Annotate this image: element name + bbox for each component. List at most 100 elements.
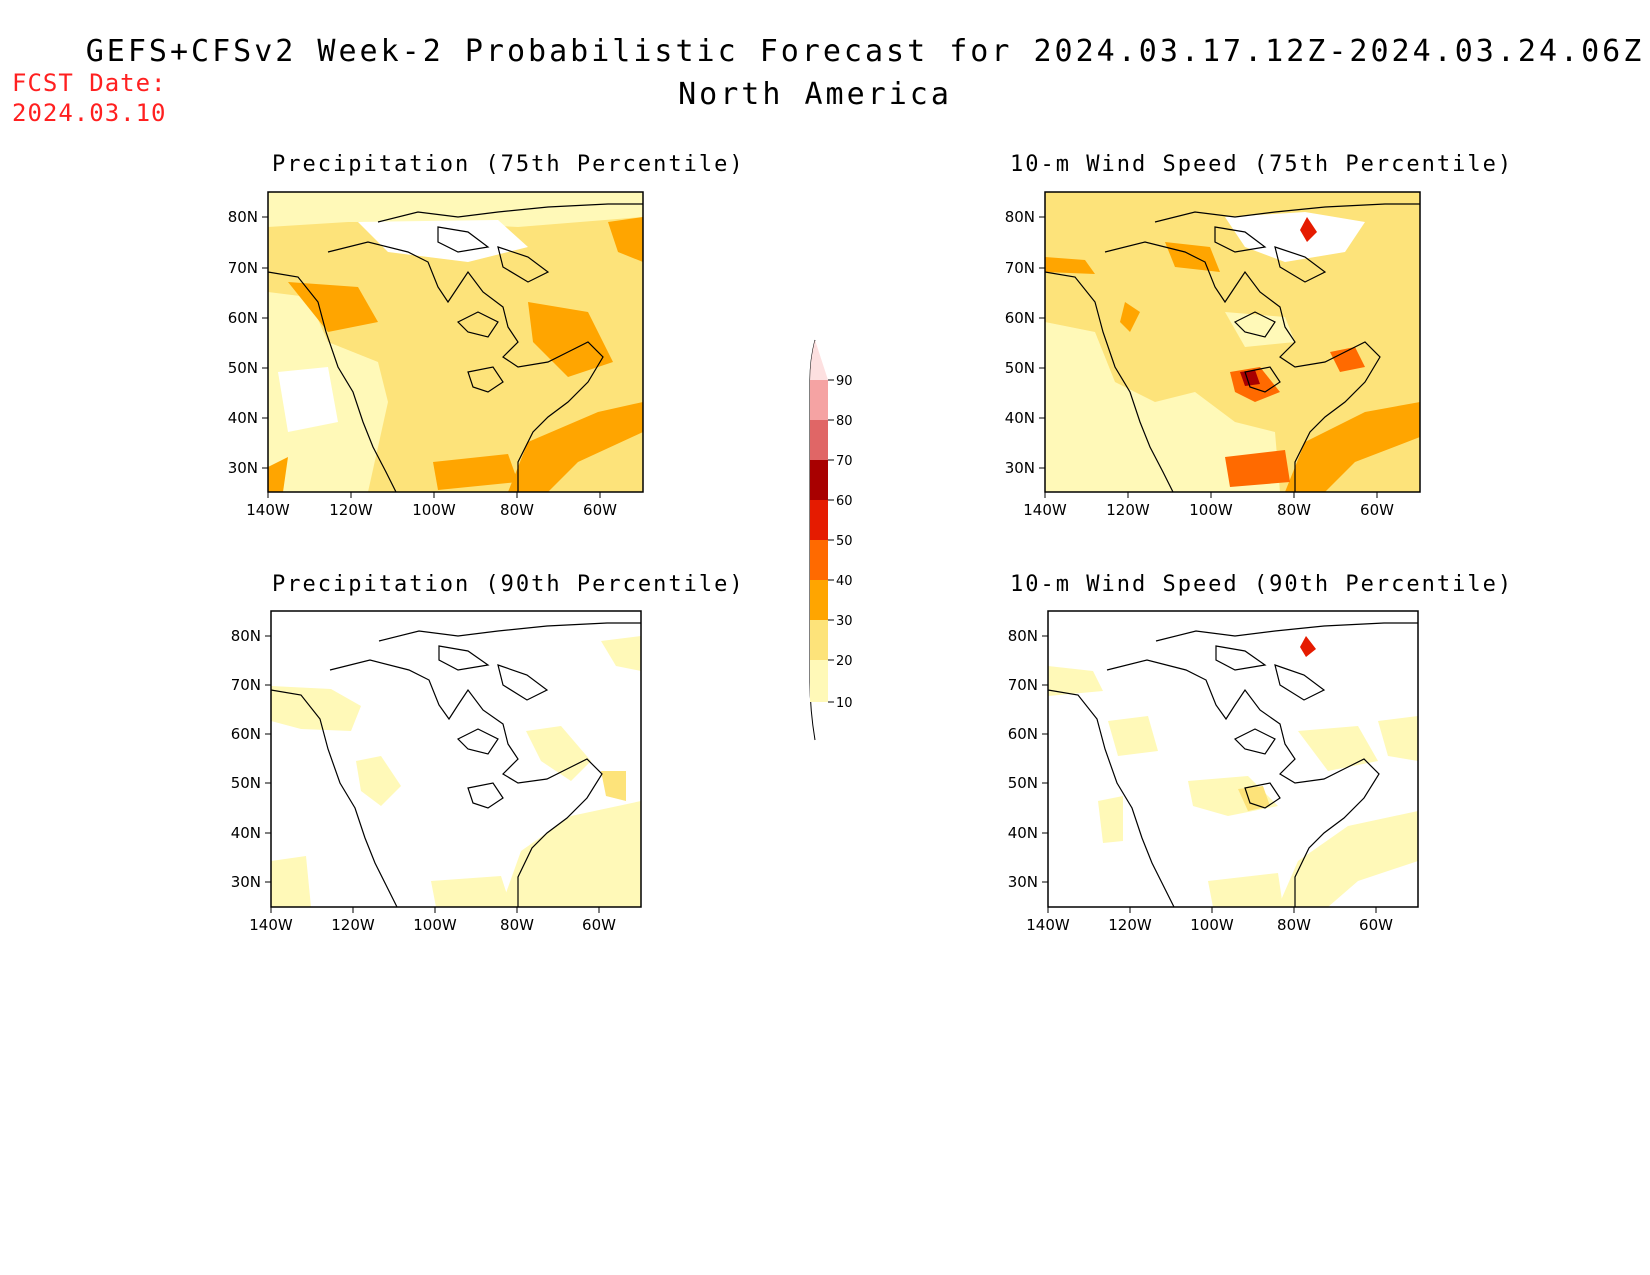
field-orange-nw [1045,257,1095,274]
lon-tick-label: 60W [1359,916,1393,934]
lat-ticks: 80N 70N 60N 50N 40N 30N [1005,208,1045,477]
field-light-bay [1225,312,1295,347]
field-light-east [501,801,641,907]
lat-tick-label: 60N [1008,725,1038,743]
lat-tick-label: 80N [1005,208,1035,226]
panel-title-precip-75: Precipitation (75th Percentile) [272,152,745,177]
field-light-nw [1048,666,1103,696]
lat-ticks: 80N 70N 60N 50N 40N 30N [228,208,268,477]
field-orange-maritime [1330,347,1365,372]
field-orange-ne [608,217,643,262]
lon-tick-label: 120W [331,916,375,934]
field-blank-arctic [358,220,528,262]
page-subtitle: North America [678,77,952,112]
lon-tick-label: 60W [582,916,616,934]
legend-label: 20 [836,654,853,669]
lat-tick-label: 40N [228,409,258,427]
legend-swatch-20 [810,620,828,660]
field-orange-gulf [433,454,518,490]
field-south-light [1045,322,1280,492]
legend-label: 80 [836,414,853,429]
legend-swatch-70 [810,420,828,460]
lat-tick-label: 60N [231,725,261,743]
field-red-greenland [1300,217,1317,242]
legend-label: 90 [836,374,853,389]
map-wind-90: 80N 70N 60N 50N 40N 30N 140W 120W 100W 8… [1008,610,1419,934]
legend-swatch-80 [810,380,828,420]
lat-tick-label: 80N [228,208,258,226]
panel-title-wind-90: 10-m Wind Speed (90th Percentile) [1010,572,1514,597]
field-moderate-maritime [601,771,626,801]
lon-tick-label: 120W [1106,501,1150,519]
lon-tick-label: 140W [246,501,290,519]
field-blank-west [278,367,338,432]
field-light-sw [1098,796,1123,843]
lat-tick-label: 40N [231,824,261,842]
lon-tick-label: 80W [1277,501,1311,519]
lat-tick-label: 60N [228,309,258,327]
field-orange-sw [268,457,288,492]
lat-tick-label: 50N [231,774,261,792]
legend-label: 30 [836,614,853,629]
field-light-quebec [1298,726,1378,771]
lat-tick-label: 50N [228,359,258,377]
coastlines [1044,203,1420,493]
lat-tick-label: 70N [1008,676,1038,694]
field-light-ne [1378,716,1418,761]
lon-tick-label: 100W [1190,916,1234,934]
field-orange-coast [1285,402,1420,492]
field-light-quebec [526,726,591,781]
forecast-date-label: FCST Date: [12,69,167,97]
field-light-east [1278,811,1418,907]
lat-tick-label: 70N [1005,259,1035,277]
panel-title-wind-75: 10-m Wind Speed (75th Percentile) [1010,152,1514,177]
lat-ticks: 80N 70N 60N 50N 40N 30N [1008,627,1048,891]
lat-tick-label: 70N [228,259,258,277]
lon-tick-label: 100W [412,501,456,519]
lat-tick-label: 30N [1005,459,1035,477]
page-title: GEFS+CFSv2 Week-2 Probabilistic Forecast… [85,34,1645,69]
map-precip-75: 80N 70N 60N 50N 40N 30N 140W 120W 100W 8… [228,191,644,519]
lon-tick-label: 80W [500,916,534,934]
field-orange-gulf [1225,450,1290,487]
lat-tick-label: 80N [1008,627,1038,645]
lat-tick-label: 70N [231,676,261,694]
lat-ticks: 80N 70N 60N 50N 40N 30N [231,627,271,891]
legend-label: 50 [836,534,853,549]
legend-swatch-10 [810,660,828,702]
lon-ticks: 140W 120W 100W 80W 60W [249,907,616,934]
legend-swatch-50 [810,500,828,540]
lat-tick-label: 30N [231,873,261,891]
lat-tick-label: 40N [1005,409,1035,427]
field-light-gulf [431,876,511,907]
lon-tick-label: 80W [1277,916,1311,934]
panel-title-precip-90: Precipitation (90th Percentile) [272,572,745,597]
lat-tick-label: 50N [1005,359,1035,377]
lon-tick-label: 80W [500,501,534,519]
field-light-nw [271,686,361,731]
lon-tick-label: 120W [329,501,373,519]
legend-swatch-40 [810,540,828,580]
lat-tick-label: 30N [1008,873,1038,891]
legend-label: 40 [836,574,853,589]
coastlines [270,622,641,908]
color-legend: 90 80 70 60 50 40 30 20 10 [809,339,853,741]
coastlines [267,203,643,493]
field-light-sw [271,856,311,907]
field-light-west [356,756,401,806]
lat-tick-label: 80N [231,627,261,645]
map-precip-90: 80N 70N 60N 50N 40N 30N 140W 120W 100W 8… [231,610,642,934]
map-wind-75: 80N 70N 60N 50N 40N 30N 140W 120W 100W 8… [1005,191,1421,519]
legend-label: 60 [836,494,853,509]
legend-label: 10 [836,696,853,711]
lon-tick-label: 60W [583,501,617,519]
legend-swatch-90 [810,340,828,380]
legend-label: 70 [836,454,853,469]
coastlines [1047,622,1418,908]
lon-tick-label: 140W [1023,501,1067,519]
field-orange-coast [508,402,643,492]
legend-swatch-60 [810,460,828,500]
lon-ticks: 140W 120W 100W 80W 60W [1026,907,1393,934]
lon-tick-label: 100W [1189,501,1233,519]
lat-tick-label: 60N [1005,309,1035,327]
